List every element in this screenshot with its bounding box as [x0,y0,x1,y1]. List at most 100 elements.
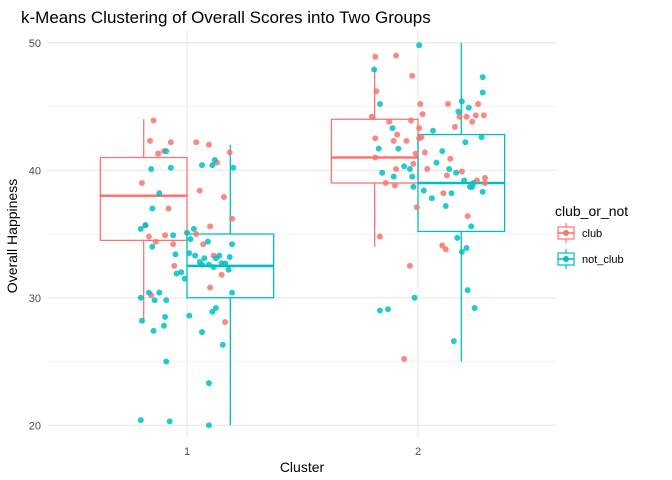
point-not_club [229,241,236,248]
point-club [165,205,172,212]
point-not_club [463,245,470,252]
point-club [456,113,463,120]
point-club [152,238,159,245]
point-not_club [406,165,413,172]
point-not_club [156,190,163,197]
point-not_club [201,255,208,262]
x-tick-label: 1 [184,446,190,458]
point-club [421,149,428,156]
point-club [170,241,177,248]
legend-item-not_club: not_club [555,248,624,270]
point-club [419,111,426,118]
point-not_club [229,289,236,296]
point-not_club [137,225,144,232]
y-tick-label: 40 [29,165,41,177]
point-not_club [137,294,144,301]
point-club [416,125,423,132]
point-not_club [479,89,486,96]
point-not_club [371,66,378,73]
point-club [417,100,424,107]
point-club [442,246,449,253]
legend-key-point [563,230,569,236]
point-club [406,262,413,269]
point-not_club [384,306,391,313]
point-club [410,160,417,167]
point-club [413,204,420,211]
point-not_club [156,289,163,296]
point-not_club [433,159,440,166]
point-club [463,113,470,120]
point-not_club [448,190,455,197]
legend-label: not_club [582,254,624,266]
point-not_club [458,98,465,105]
point-club [376,233,383,240]
legend-item-club: club [555,222,602,244]
point-club [447,155,454,162]
point-not_club [470,180,477,186]
point-not_club [225,266,232,273]
point-club [171,262,178,269]
point-not_club [471,304,478,311]
point-club [458,168,465,175]
y-axis-ticks: 20 30 40 50 [29,38,41,433]
point-club [372,154,379,161]
box-not_club-cluster-2 [417,42,506,362]
point-not_club [149,205,156,212]
point-not_club [401,163,408,170]
point-club [393,165,400,172]
point-club [207,223,214,230]
box-not_club-cluster-1 [186,144,275,426]
point-club [155,150,162,157]
point-not_club [163,358,170,365]
point-not_club [428,195,435,202]
point-not_club [199,261,206,268]
point-not_club [458,248,465,255]
point-not_club [138,317,145,324]
point-not_club [216,252,223,259]
point-not_club [149,243,156,250]
point-not_club [137,417,144,424]
point-not_club [390,173,397,180]
point-club [226,149,233,156]
point-not_club [439,148,446,155]
point-club [472,112,479,119]
point-not_club [446,165,453,172]
point-club [147,137,154,144]
point-not_club [190,225,197,232]
point-not_club [222,260,229,267]
point-not_club [420,187,427,194]
box-club-cluster-1 [99,119,188,324]
point-club [218,271,225,278]
point-not_club [199,329,206,336]
point-not_club [205,422,212,429]
point-club [368,113,375,120]
point-club [480,112,487,119]
point-not_club [455,108,462,115]
point-club [193,231,200,237]
point-club [390,137,397,144]
point-not_club [210,264,217,271]
point-not_club [465,104,472,111]
point-club [200,241,207,248]
point-club [196,187,203,194]
point-not_club [186,312,193,319]
point-not_club [163,297,170,304]
point-not_club [170,232,177,239]
point-not_club [230,164,237,171]
point-not_club [211,157,218,164]
x-tick-label: 2 [415,446,421,458]
point-not_club [187,236,194,243]
legend-key-point [563,256,569,262]
point-club [373,88,380,95]
y-axis-title: Overall Happiness [4,179,20,293]
chart-title: k-Means Clustering of Overall Scores int… [21,8,431,27]
point-not_club [479,74,486,81]
point-not_club [150,327,157,334]
point-club [193,139,200,146]
point-not_club [479,188,486,195]
legend-title: club_or_not [555,203,628,219]
point-club [409,72,416,79]
point-not_club [181,275,188,282]
y-tick-label: 30 [29,293,41,305]
point-not_club [192,252,199,259]
